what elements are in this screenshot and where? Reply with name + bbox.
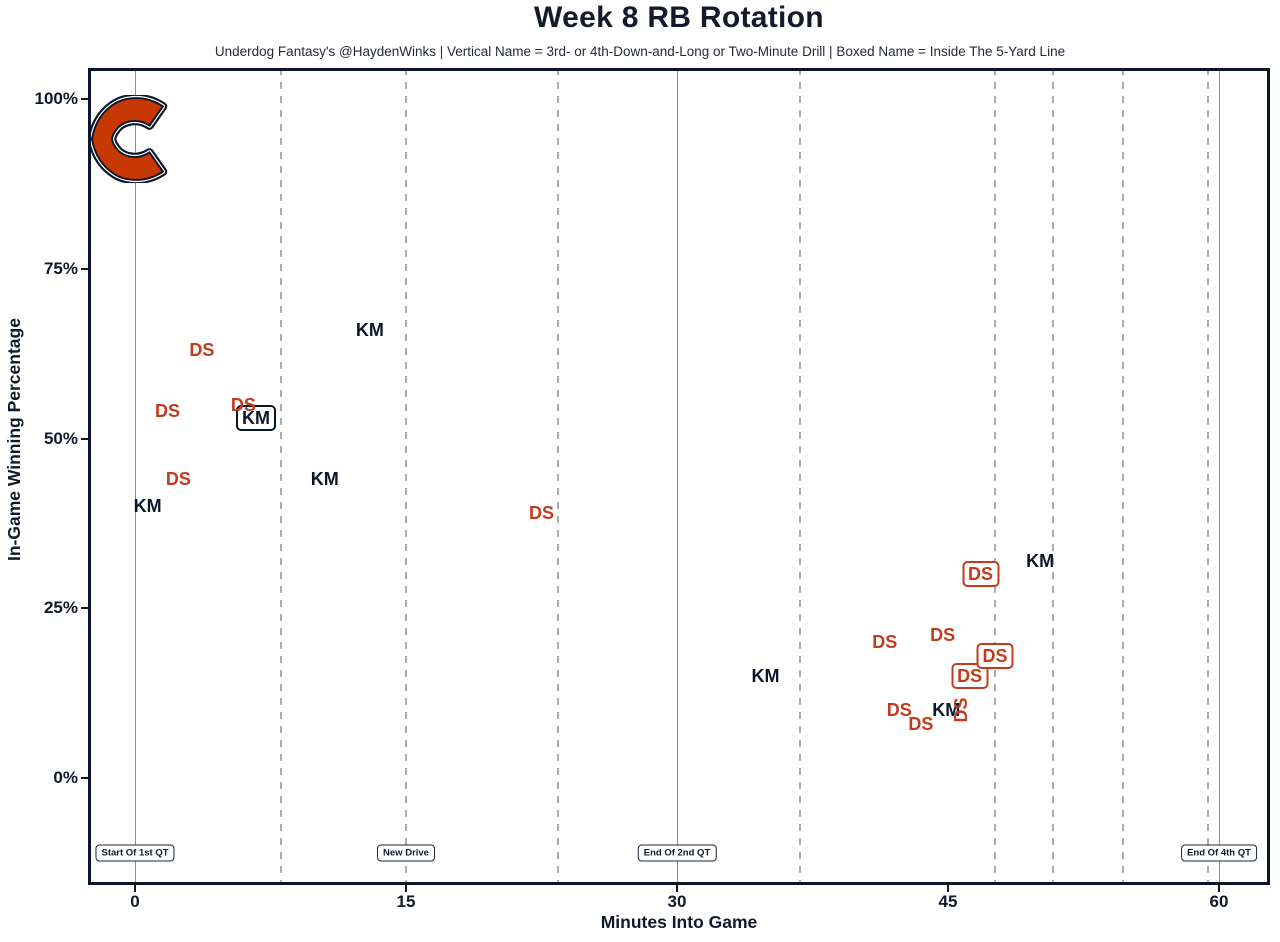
point-ds: DS <box>155 401 181 422</box>
gridline-dashed <box>405 68 407 885</box>
gridline-dashed <box>1051 68 1054 885</box>
page-title: Week 8 RB Rotation <box>534 1 824 34</box>
x-tick-label: 60 <box>1209 892 1229 911</box>
point-ds: DS <box>950 697 971 723</box>
x-tick-mark <box>947 885 949 892</box>
y-tick-mark <box>81 607 88 610</box>
x-tick-mark <box>676 885 678 892</box>
plot-area: Start Of 1st QT New Drive End Of 2nd QT End… <box>88 68 1270 885</box>
point-km: KM <box>310 469 339 490</box>
point-ds: DS <box>528 503 555 524</box>
milestone-label: New Drive <box>377 844 435 862</box>
point-ds: DS <box>230 394 256 415</box>
gridline-dashed <box>1207 68 1210 885</box>
y-tick-mark <box>81 267 88 270</box>
y-tick-label: 75% <box>43 258 78 278</box>
gridline-dashed <box>280 68 283 885</box>
x-tick-label: 30 <box>667 892 687 911</box>
point-ds: DS <box>872 632 898 653</box>
y-tick-mark <box>81 98 88 100</box>
point-km: KM <box>1026 550 1055 571</box>
x-tick-mark <box>405 885 407 892</box>
point-km: KM <box>236 405 277 432</box>
y-tick-label: 0% <box>53 768 78 787</box>
point-km: KM <box>355 319 384 340</box>
gridline-dashed <box>993 68 996 885</box>
point-ds: DS <box>886 700 912 721</box>
y-tick-label: 25% <box>43 598 78 618</box>
x-tick-label: 45 <box>938 892 958 911</box>
point-ds: DS <box>165 469 191 490</box>
point-km: KM <box>932 700 961 721</box>
gridline-solid <box>1219 68 1221 885</box>
point-km: KM <box>133 496 162 517</box>
y-tick-label: 100% <box>34 89 78 108</box>
milestone-label: Start Of 1st QT <box>95 844 175 862</box>
y-tick-mark <box>81 437 88 440</box>
point-ds: DS <box>189 340 215 361</box>
milestone-label: End Of 2nd QT <box>637 844 717 862</box>
gridline-solid <box>135 68 136 885</box>
milestone-label: End Of 4th QT <box>1181 844 1257 862</box>
gridline-solid <box>677 68 678 885</box>
point-km: KM <box>751 666 780 687</box>
x-tick-mark <box>1218 885 1221 892</box>
x-axis-title: Minutes Into Game <box>600 912 758 932</box>
x-tick-label: 0 <box>130 892 140 911</box>
x-tick-mark <box>134 885 136 892</box>
point-ds: DS <box>908 713 934 734</box>
x-tick-label: 15 <box>396 892 416 911</box>
gridline-dashed <box>798 68 801 885</box>
point-ds: DS <box>951 663 989 690</box>
y-tick-mark <box>81 777 88 779</box>
point-ds: DS <box>976 642 1014 669</box>
page-subtitle: Underdog Fantasy's @HaydenWinks | Vertic… <box>214 44 1066 59</box>
gridline-dashed <box>556 68 559 885</box>
point-ds: DS <box>962 561 1000 588</box>
bears-logo-icon <box>90 95 168 183</box>
point-ds: DS <box>930 625 956 646</box>
y-tick-label: 50% <box>43 428 78 448</box>
gridline-dashed <box>1122 68 1125 885</box>
